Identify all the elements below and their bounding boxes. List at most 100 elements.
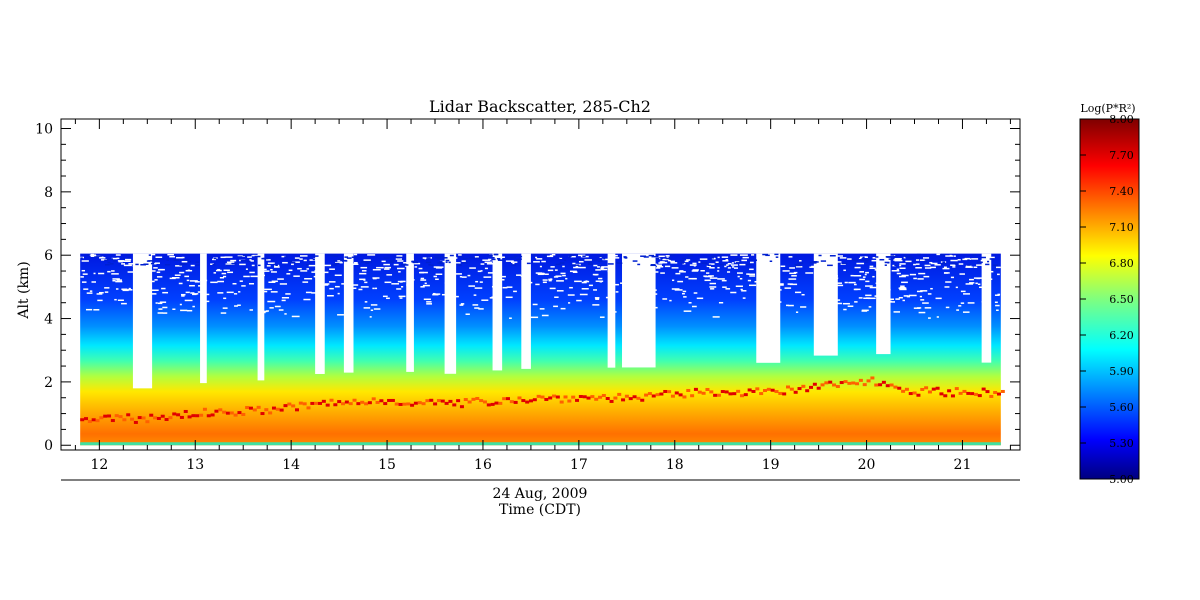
- noise-speckle: [976, 277, 981, 280]
- bl-edge-segment: [667, 390, 672, 394]
- noise-speckle: [820, 300, 826, 303]
- noise-speckle: [313, 258, 321, 260]
- noise-speckle: [121, 263, 125, 265]
- noise-speckle: [608, 281, 613, 284]
- bl-edge-segment: [805, 389, 810, 393]
- bl-edge-segment: [187, 415, 192, 419]
- noise-speckle: [372, 287, 375, 290]
- noise-speckle: [759, 255, 767, 257]
- noise-speckle: [609, 311, 617, 313]
- noise-speckle: [513, 290, 517, 293]
- y-tick-label: 4: [44, 312, 53, 328]
- noise-speckle: [454, 262, 461, 264]
- noise-speckle: [220, 312, 227, 314]
- noise-speckle: [269, 307, 274, 309]
- noise-speckle: [266, 310, 269, 312]
- bl-edge-segment: [586, 396, 591, 400]
- colorbar-tick-label: 6.50: [1109, 293, 1134, 306]
- noise-speckle: [611, 257, 620, 259]
- noise-speckle: [98, 291, 104, 294]
- noise-speckle: [409, 259, 414, 261]
- noise-speckle: [516, 274, 522, 276]
- colorbar-tick-label: 8.00: [1109, 113, 1134, 126]
- bl-edge-segment: [133, 420, 138, 424]
- noise-speckle: [885, 299, 890, 301]
- bl-edge-segment: [893, 385, 898, 389]
- bl-edge-segment: [486, 403, 491, 407]
- noise-speckle: [448, 261, 451, 264]
- noise-speckle: [835, 255, 843, 257]
- noise-speckle: [270, 255, 275, 257]
- noise-speckle: [847, 258, 852, 260]
- noise-speckle: [908, 294, 917, 297]
- noise-speckle: [595, 280, 604, 282]
- noise-speckle: [348, 304, 353, 306]
- noise-speckle: [773, 267, 777, 269]
- noise-speckle: [190, 264, 195, 267]
- noise-speckle: [288, 269, 293, 272]
- noise-speckle: [994, 301, 998, 304]
- noise-speckle: [854, 288, 861, 291]
- bl-edge-segment: [747, 388, 752, 392]
- noise-speckle: [273, 263, 278, 266]
- bl-edge-segment: [674, 391, 679, 395]
- noise-speckle: [498, 275, 506, 278]
- noise-speckle: [924, 264, 931, 267]
- noise-speckle: [474, 256, 479, 258]
- noise-speckle: [704, 279, 711, 282]
- bl-edge-segment: [318, 401, 323, 405]
- noise-speckle: [877, 298, 885, 300]
- noise-speckle: [641, 285, 646, 288]
- bl-edge-segment: [609, 399, 614, 403]
- noise-speckle: [879, 258, 885, 261]
- noise-speckle: [578, 260, 584, 263]
- noise-speckle: [123, 260, 131, 263]
- noise-speckle: [458, 264, 462, 267]
- noise-speckle: [293, 275, 300, 277]
- noise-speckle: [154, 262, 160, 264]
- noise-speckle: [681, 292, 685, 295]
- bl-edge-segment: [578, 395, 583, 399]
- bl-edge-segment: [183, 409, 188, 413]
- noise-speckle: [148, 254, 151, 256]
- noise-speckle: [918, 272, 926, 275]
- bl-edge-segment: [448, 399, 453, 403]
- noise-speckle: [735, 262, 742, 264]
- noise-speckle: [898, 296, 903, 299]
- noise-speckle: [859, 278, 865, 281]
- noise-speckle: [202, 287, 205, 289]
- bl-edge-segment: [364, 402, 369, 406]
- noise-speckle: [827, 266, 834, 269]
- bl-edge-segment: [889, 383, 894, 387]
- noise-speckle: [765, 287, 772, 289]
- bl-edge-segment: [130, 417, 135, 421]
- noise-speckle: [308, 264, 316, 267]
- noise-speckle: [989, 256, 995, 259]
- noise-speckle: [960, 290, 966, 293]
- noise-speckle: [260, 311, 266, 314]
- noise-speckle: [892, 264, 896, 267]
- clear-sky-gap: [521, 253, 531, 369]
- noise-speckle: [200, 279, 208, 282]
- bl-edge-segment: [897, 386, 902, 390]
- noise-speckle: [186, 309, 193, 312]
- noise-speckle: [559, 256, 563, 258]
- bl-edge-segment: [199, 413, 204, 417]
- noise-speckle: [834, 302, 842, 305]
- noise-speckle: [125, 254, 130, 256]
- noise-speckle: [901, 281, 908, 284]
- bl-edge-segment: [256, 405, 261, 409]
- noise-speckle: [459, 275, 463, 278]
- noise-speckle: [121, 302, 127, 305]
- noise-speckle: [446, 291, 452, 293]
- noise-speckle: [877, 257, 884, 259]
- noise-speckle: [188, 269, 191, 272]
- noise-speckle: [364, 281, 368, 284]
- noise-speckle: [794, 291, 802, 294]
- noise-speckle: [303, 298, 311, 301]
- noise-speckle: [337, 314, 344, 316]
- bl-edge-segment: [459, 405, 464, 409]
- bl-edge-segment: [521, 399, 526, 403]
- noise-speckle: [853, 274, 862, 277]
- noise-speckle: [945, 255, 954, 257]
